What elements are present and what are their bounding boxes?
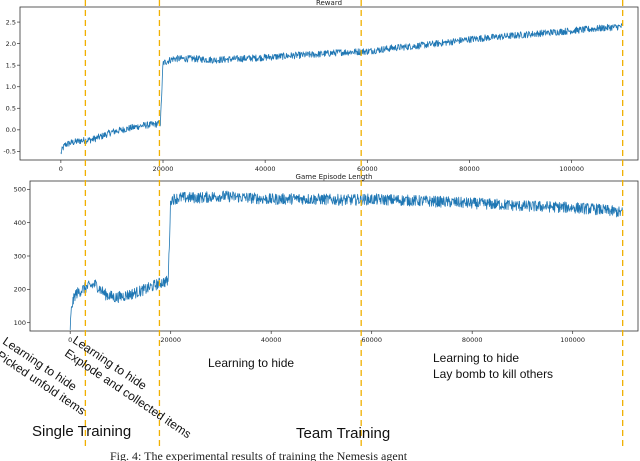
y-tick-label: 0.0	[6, 126, 16, 134]
y-tick-label: 0.5	[6, 105, 16, 113]
y-tick-label: 1.5	[6, 61, 16, 69]
x-tick-label: 60000	[361, 336, 382, 344]
x-tick-label: 40000	[261, 336, 282, 344]
annotation-phase4-line2: Lay bomb to kill others	[433, 367, 554, 381]
y-tick-label: 1.0	[6, 83, 16, 91]
plot-frame	[19, 6, 639, 161]
y-tick-label: 2.0	[6, 40, 16, 48]
y-tick-label: 2.5	[6, 18, 16, 26]
x-tick-label: 20000	[153, 165, 174, 173]
y-tick-label: -0.5	[3, 148, 16, 156]
series-line	[69, 190, 624, 330]
y-tick-label: 100	[14, 319, 26, 327]
x-tick-label: 100000	[560, 336, 585, 344]
annotation-phase4-line1: Learning to hide	[433, 351, 520, 365]
chart-title: Game Episode Length	[296, 173, 373, 181]
x-tick-label: 100000	[559, 165, 584, 173]
x-tick-label: 60000	[357, 165, 378, 173]
figure-caption: Fig. 4: The experimental results of trai…	[110, 449, 408, 461]
chart-title: Reward	[316, 0, 342, 7]
label-team-training: Team Training	[296, 425, 391, 442]
x-tick-label: 0	[59, 165, 63, 173]
x-tick-label: 80000	[459, 165, 480, 173]
x-tick-label: 20000	[160, 336, 181, 344]
x-tick-label: 80000	[462, 336, 483, 344]
y-tick-label: 400	[14, 219, 26, 227]
annotation-phase3: Learning to hide	[208, 356, 295, 370]
y-tick-label: 500	[14, 186, 26, 194]
x-tick-label: 0	[68, 336, 72, 344]
series-line	[60, 23, 623, 155]
y-tick-label: 200	[14, 286, 26, 294]
label-single-training: Single Training	[32, 423, 132, 440]
y-tick-label: 300	[14, 252, 26, 260]
x-tick-label: 40000	[255, 165, 276, 173]
